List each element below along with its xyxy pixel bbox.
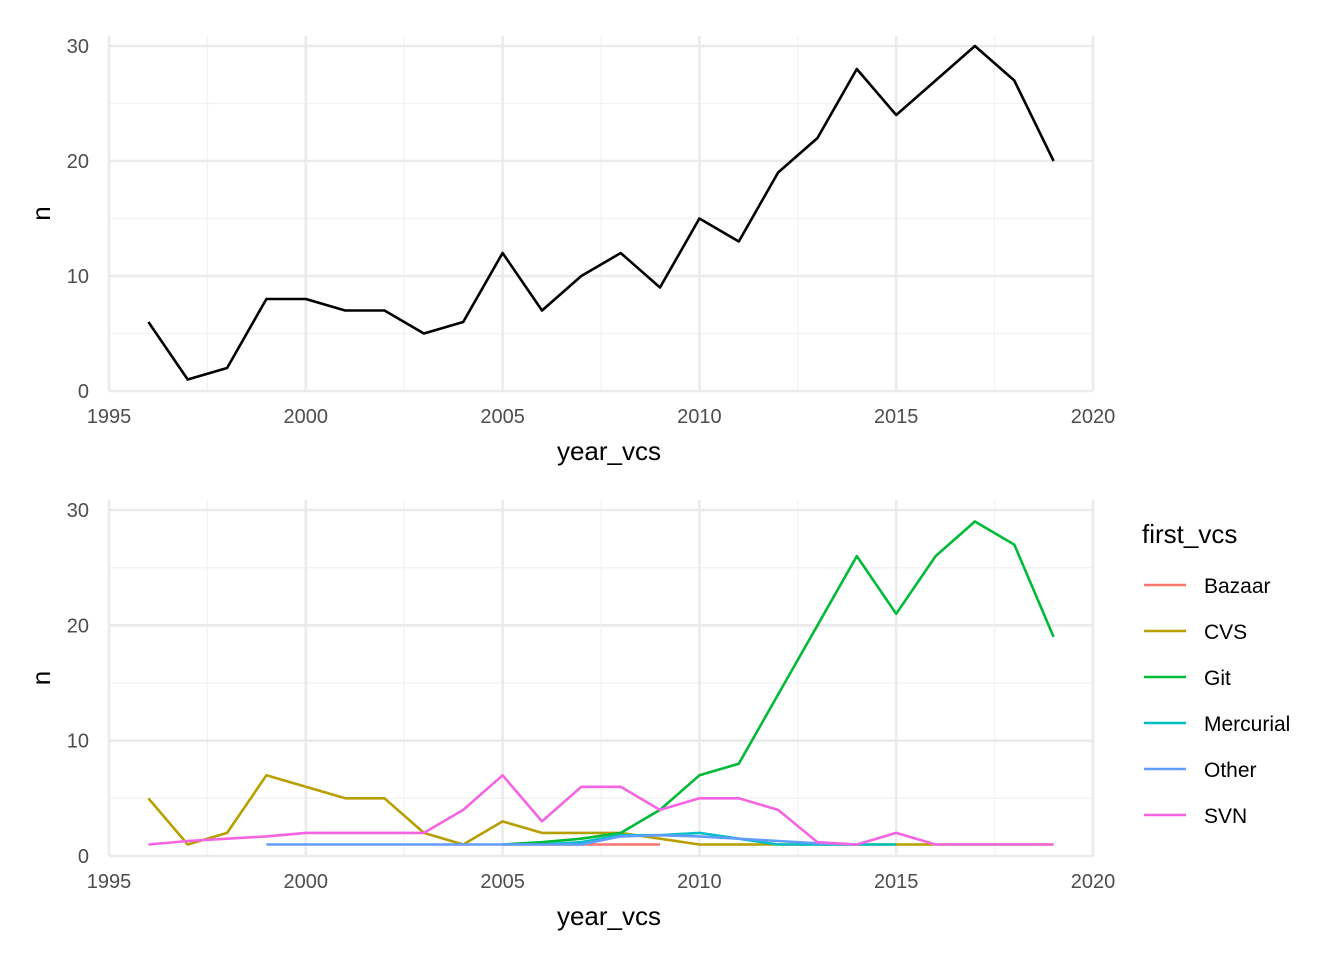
series-line-total [147, 44, 1055, 381]
y-tick-label: 10 [67, 266, 89, 288]
x-tick-label: 2005 [480, 406, 525, 428]
top-panel-total-count: 1995 2000 2005 2010 2015 2020 0 10 20 30 year_vcs n [26, 36, 1115, 466]
legend-label: SVN [1204, 805, 1247, 828]
tick-labels: 1995 2000 2005 2010 2015 2020 0 10 20 30 [67, 36, 1116, 428]
x-axis-title: year_vcs [557, 436, 661, 466]
x-tick-label: 2010 [677, 871, 722, 893]
y-tick-label: 0 [78, 846, 89, 868]
x-tick-label: 2000 [284, 406, 329, 428]
y-tick-label: 30 [67, 36, 89, 58]
series-lines [147, 520, 1055, 846]
gridlines [107, 500, 1095, 858]
legend-item-other: Other [1144, 759, 1257, 782]
legend-label: CVS [1204, 621, 1247, 644]
series-line-svn [148, 773, 1054, 846]
series-line-git [502, 520, 1055, 846]
x-tick-label: 2000 [284, 871, 329, 893]
y-tick-label: 0 [78, 381, 89, 403]
series-line-cvs [147, 773, 1054, 846]
x-tick-label: 2020 [1071, 871, 1116, 893]
y-axis-title: n [26, 671, 56, 685]
legend-title: first_vcs [1142, 519, 1237, 549]
x-tick-label: 2005 [480, 871, 525, 893]
x-tick-label: 2020 [1071, 406, 1116, 428]
x-tick-label: 2015 [874, 871, 919, 893]
x-axis-title: year_vcs [557, 901, 661, 931]
series-lines [147, 44, 1055, 381]
bottom-panel-by-first-vcs: 1995 2000 2005 2010 2015 2020 0 10 20 30 year_vcs n [26, 500, 1115, 931]
legend-label: Other [1204, 759, 1257, 782]
legend-item-bazaar: Bazaar [1144, 575, 1271, 598]
legend-item-cvs: CVS [1144, 621, 1247, 644]
y-axis-title: n [26, 206, 56, 220]
series-line-other [266, 833, 857, 846]
x-tick-label: 1995 [87, 871, 132, 893]
y-tick-label: 20 [67, 151, 89, 173]
legend-item-git: Git [1144, 667, 1231, 690]
legend-item-svn: SVN [1144, 805, 1247, 828]
tick-labels: 1995 2000 2005 2010 2015 2020 0 10 20 30 [67, 500, 1116, 893]
legend-label: Mercurial [1204, 713, 1290, 736]
y-tick-label: 10 [67, 731, 89, 753]
legend: first_vcs Bazaar CVS Git Mercurial Other SVN [1142, 519, 1290, 828]
legend-item-mercurial: Mercurial [1144, 713, 1290, 736]
x-tick-label: 1995 [87, 406, 132, 428]
gridlines [107, 36, 1095, 393]
x-tick-label: 2010 [677, 406, 722, 428]
legend-label: Bazaar [1204, 575, 1271, 598]
x-tick-label: 2015 [874, 406, 919, 428]
y-tick-label: 20 [67, 615, 89, 637]
legend-label: Git [1204, 667, 1231, 690]
y-tick-label: 30 [67, 500, 89, 522]
